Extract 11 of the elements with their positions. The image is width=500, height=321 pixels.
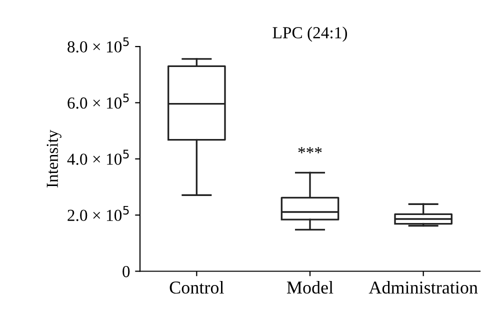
x-tick-label: Administration [368,280,478,294]
y-axis-title: Intensity [46,130,62,188]
y-tick-label: 2.0 × 10$^{5}$ [68,206,129,222]
chart-title: LPC (24:1) [272,26,347,42]
y-tick-label: 0 [122,266,130,278]
x-tick-label: Model [286,280,334,294]
y-tick-label: 8.0 × 10$^{5}$ [68,37,129,53]
y-tick-label: 6.0 × 10$^{5}$ [68,94,129,109]
x-tick-label: Control [170,280,224,294]
y-tick-label: 4.0 × 10$^{5}$ [67,150,129,165]
annotation: *** [298,147,322,154]
